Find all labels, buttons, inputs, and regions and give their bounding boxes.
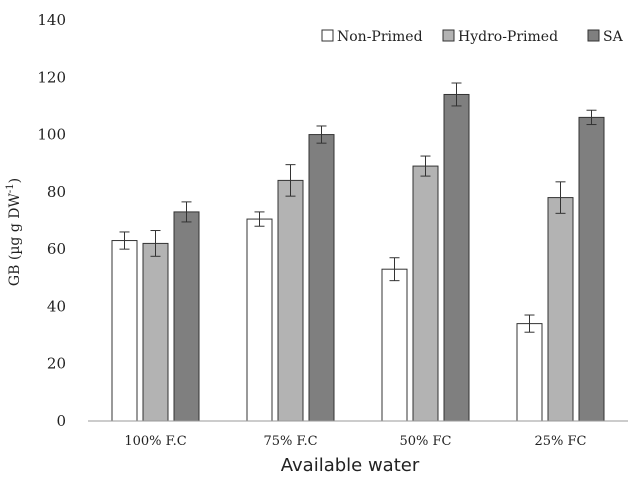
x-tick-label: 50% FC: [400, 434, 452, 449]
y-axis-title-superscript: -1: [5, 183, 16, 193]
legend-label: Hydro-Primed: [458, 29, 558, 45]
bar-sa: [308, 134, 335, 422]
legend-label: Non-Primed: [337, 29, 423, 45]
legend-item: SA: [587, 29, 624, 45]
bar-non-primed: [381, 268, 408, 422]
y-axis-ticks: 0 20 40 60 80 100 120 140: [37, 11, 66, 430]
bar-sa: [443, 93, 470, 422]
error-bars-group: [119, 82, 597, 333]
bar-sa: [578, 116, 605, 422]
bar-hydro-primed: [547, 197, 574, 422]
y-axis-title: GB (µg g DW-1): [5, 178, 23, 286]
legend-label: SA: [603, 29, 624, 45]
error-bar: [524, 314, 535, 333]
error-bar: [555, 181, 566, 214]
y-tick-label: 80: [47, 183, 66, 201]
bar-sa: [173, 211, 200, 422]
legend: Non-Primed Hydro-Primed SA: [321, 29, 624, 45]
error-bar: [119, 231, 130, 250]
error-bar: [586, 109, 597, 126]
bar-hydro-primed: [412, 165, 439, 422]
y-tick-label: 140: [37, 11, 66, 29]
bar-hydro-primed: [142, 242, 169, 422]
y-tick-label: 120: [37, 68, 66, 86]
x-tick-label: 75% F.C: [263, 434, 317, 449]
y-tick-label: 20: [47, 355, 66, 373]
y-tick-label: 40: [47, 297, 66, 315]
error-bar: [420, 155, 431, 177]
error-bar: [451, 82, 462, 107]
y-tick-label: 100: [37, 126, 66, 144]
bars-group: [111, 93, 605, 422]
y-axis-title-main: GB (µg g DW: [7, 193, 23, 287]
bar-hydro-primed: [277, 179, 304, 422]
category-labels: 100% F.C 75% F.C 50% FC 25% FC: [124, 434, 586, 449]
error-bar: [150, 230, 161, 257]
x-tick-label: 100% F.C: [124, 434, 186, 449]
error-bar: [316, 125, 327, 144]
error-bar: [285, 164, 296, 197]
x-tick-label: 25% FC: [535, 434, 587, 449]
error-bar: [181, 201, 192, 223]
error-bar: [254, 211, 265, 227]
bar-non-primed: [246, 218, 273, 422]
y-tick-label: 0: [56, 412, 66, 430]
bar-non-primed: [516, 323, 543, 422]
y-axis-title-close: ): [7, 178, 23, 183]
legend-swatch: [442, 29, 455, 42]
x-axis-title: Available water: [281, 455, 420, 476]
error-bar: [389, 257, 400, 282]
legend-swatch: [587, 29, 600, 42]
legend-item: Non-Primed: [321, 29, 423, 45]
bar-non-primed: [111, 240, 138, 422]
legend-item: Hydro-Primed: [442, 29, 558, 45]
legend-swatch: [321, 29, 334, 42]
y-tick-label: 60: [47, 240, 66, 258]
